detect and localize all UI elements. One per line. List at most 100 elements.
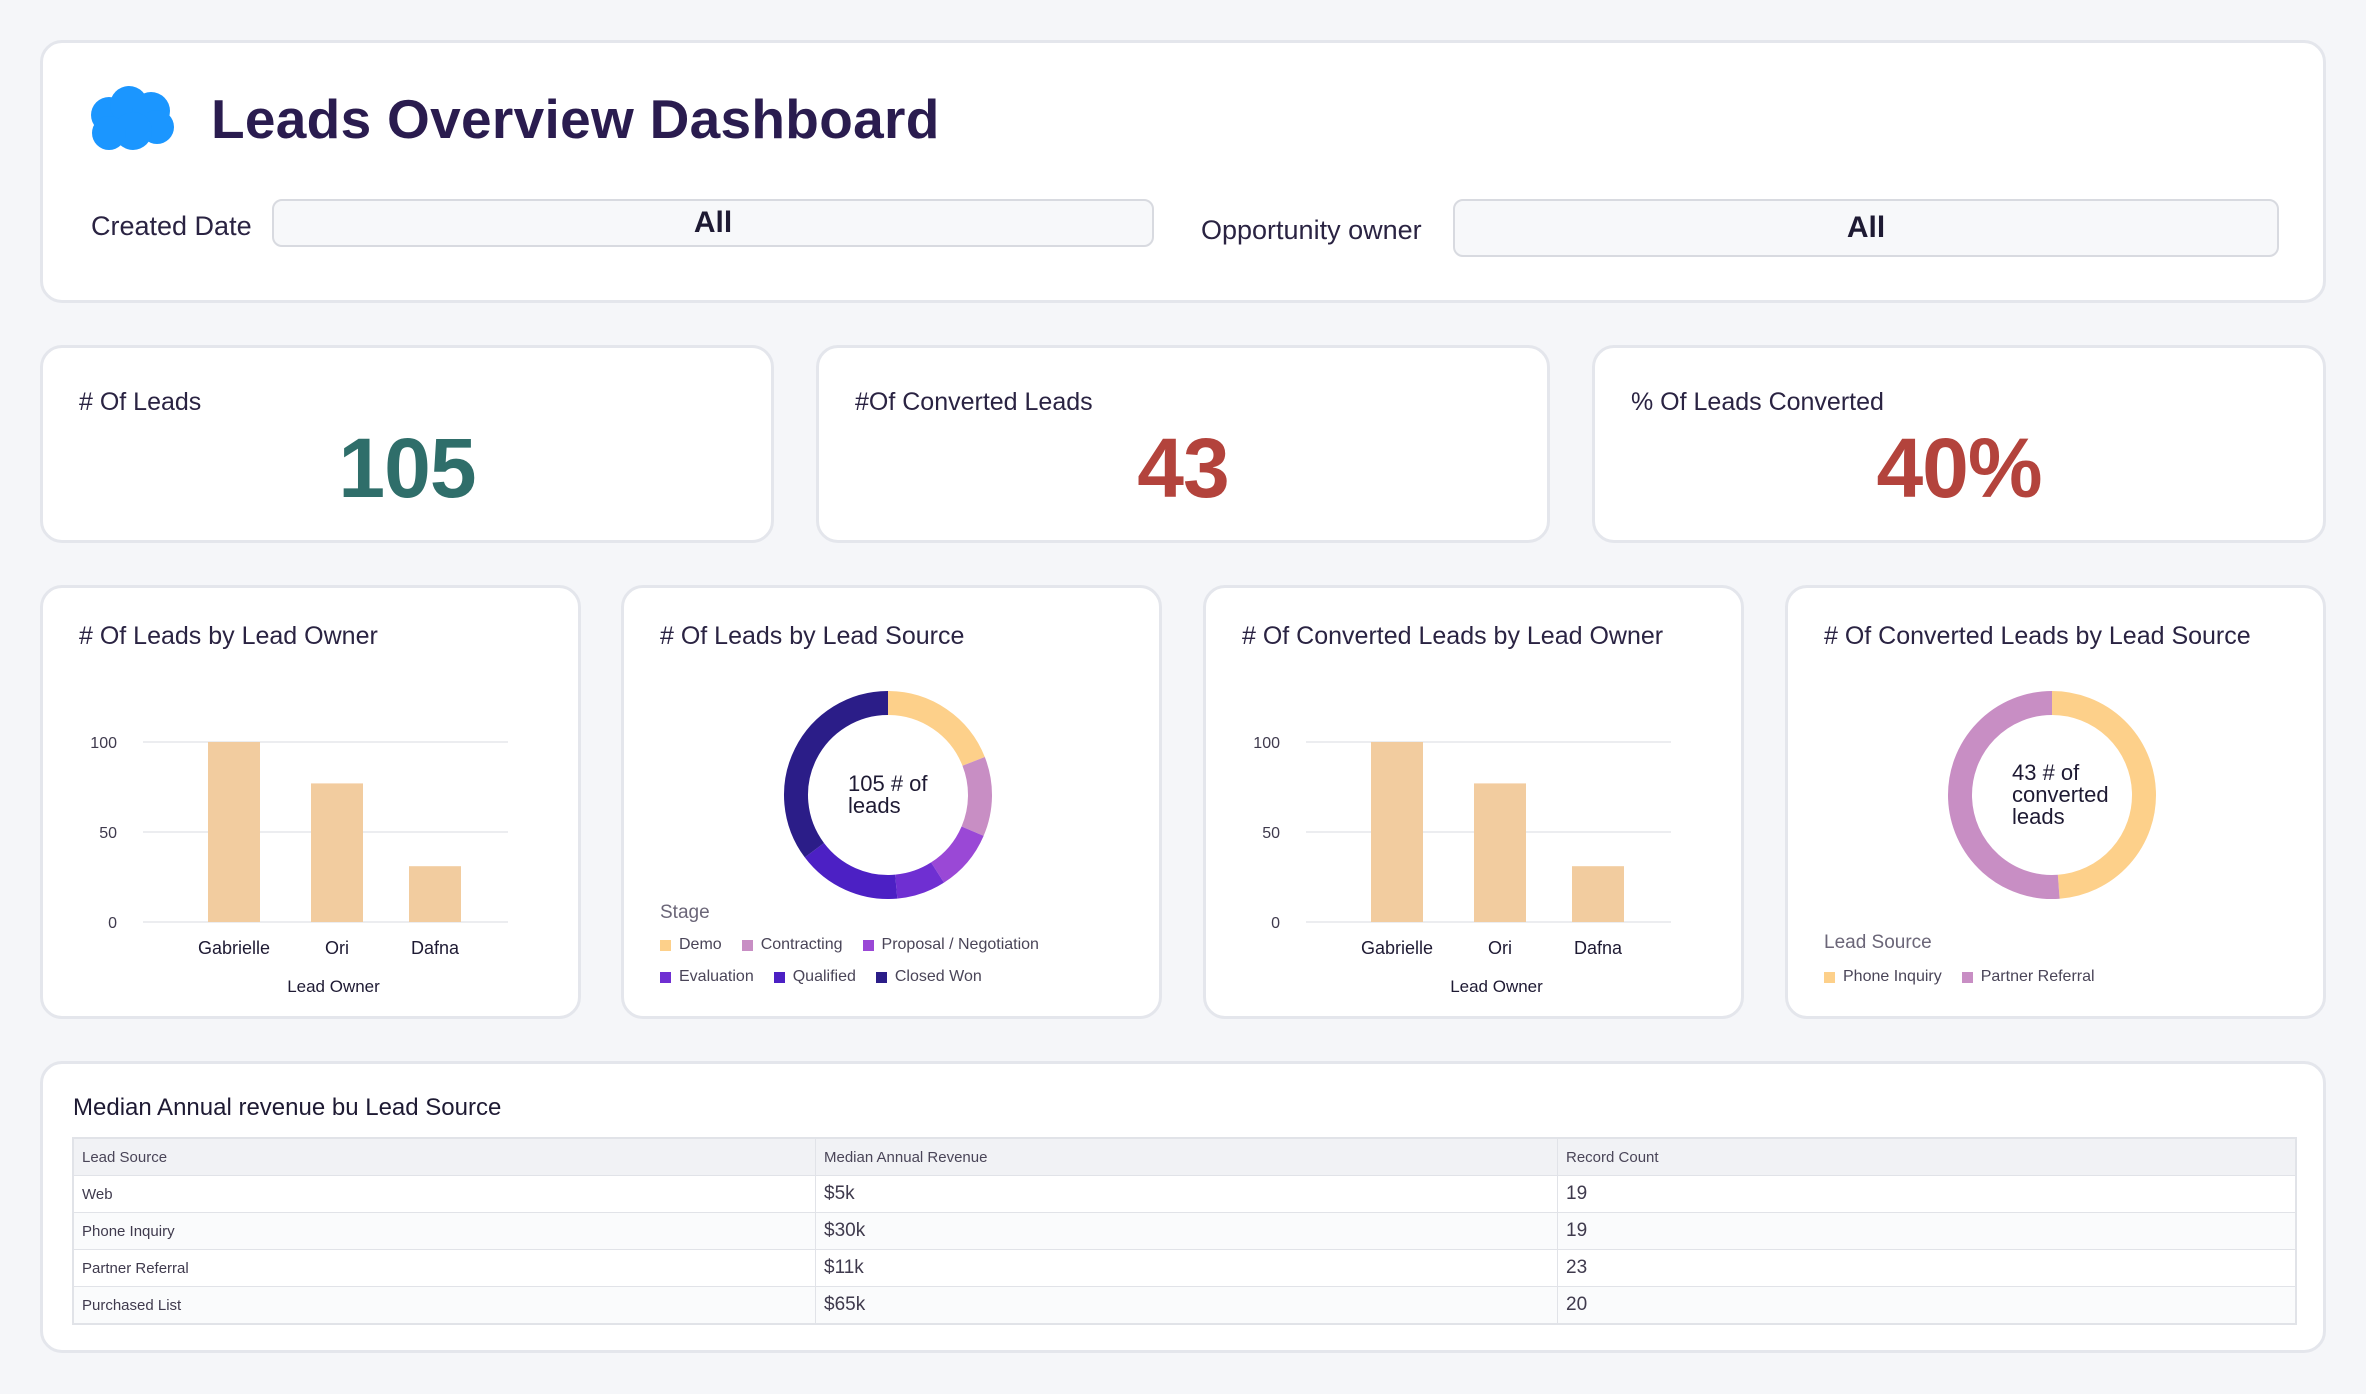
donut-center-label: 43 # of converted leads: [2012, 760, 2109, 829]
table-cell: 20: [1557, 1286, 2297, 1324]
chart-title: # Of Leads by Lead Owner: [79, 622, 378, 650]
y-tick-label: 100: [90, 735, 117, 752]
legend-swatch: [660, 971, 671, 983]
legend-label: Proposal / Negotiation: [881, 936, 1039, 953]
table-row: Purchased List $65k 20: [73, 1286, 2297, 1324]
created-date-filter[interactable]: All: [272, 199, 1154, 247]
column-header: Lead Source: [73, 1138, 816, 1176]
x-tick-label: Gabrielle: [1361, 938, 1433, 958]
dashboard-header: Leads Overview Dashboard Created Date Al…: [40, 40, 2326, 303]
donut-slice[interactable]: [894, 862, 944, 899]
page-title: Leads Overview Dashboard: [211, 88, 940, 150]
table-cell: $30k: [815, 1212, 1558, 1250]
table-cell: 23: [1557, 1249, 2297, 1287]
table-cell: $11k: [815, 1249, 1558, 1287]
legend-label: Closed Won: [894, 968, 982, 985]
donut-slice[interactable]: [1948, 691, 2060, 899]
y-tick-label: 0: [1271, 915, 1280, 932]
table-cell: $5k: [815, 1175, 1558, 1213]
table-row: Partner Referral $11k 23: [73, 1249, 2297, 1287]
bar-chart-leads-by-owner: 0 50 100 Gabrielle Ori Dafna Lead Owner: [90, 735, 508, 996]
column-header: Record Count: [1557, 1138, 2297, 1176]
y-tick-label: 50: [99, 825, 117, 842]
bar[interactable]: [1572, 866, 1624, 922]
opportunity-owner-filter[interactable]: All: [1453, 199, 2279, 257]
bar[interactable]: [208, 742, 260, 922]
legend-label: Contracting: [760, 936, 843, 953]
donut-chart-leads-by-source: 105 # of leads: [784, 691, 992, 899]
chart-card-leads-by-owner: # Of Leads by Lead Owner 0 50 100 Gabrielle…: [40, 585, 581, 1019]
bar[interactable]: [1371, 742, 1423, 922]
x-axis-label: Lead Owner: [287, 977, 380, 996]
table-header-row: Lead Source Median Annual Revenue Record…: [73, 1138, 2297, 1176]
salesforce-cloud-icon: [91, 86, 174, 150]
kpi-card-converted-leads: #Of Converted Leads 43: [816, 345, 1550, 543]
chart-title: # Of Converted Leads by Lead Source: [1824, 622, 2251, 650]
legend-swatch: [862, 939, 874, 951]
bar[interactable]: [1474, 783, 1526, 922]
x-tick-label: Ori: [325, 938, 349, 958]
legend-item[interactable]: Partner Referral: [1961, 968, 2095, 986]
x-axis-label: Lead Owner: [1450, 977, 1543, 996]
x-tick-label: Dafna: [411, 938, 460, 958]
donut-slice[interactable]: [961, 757, 992, 836]
table-cell: Web: [73, 1175, 816, 1213]
legend: Demo Contracting Proposal / Negotiation Eva…: [660, 936, 1039, 1000]
legend-item[interactable]: Evaluation: [660, 968, 754, 986]
table-row: Web $5k 19: [73, 1175, 2297, 1213]
legend-item[interactable]: Closed Won: [875, 968, 982, 986]
table-cell: Phone Inquiry: [73, 1212, 816, 1250]
donut-slice[interactable]: [930, 826, 984, 883]
table-row: Phone Inquiry $30k 19: [73, 1212, 2297, 1250]
table-card-revenue: Median Annual revenue bu Lead Source Lea…: [40, 1061, 2326, 1353]
legend-title: Stage: [660, 902, 710, 923]
y-tick-label: 100: [1253, 735, 1280, 752]
legend-swatch: [741, 939, 753, 951]
table-cell: 19: [1557, 1175, 2297, 1213]
legend-item[interactable]: Qualified: [773, 968, 856, 986]
donut-center-label: 105 # of leads: [848, 771, 928, 818]
kpi-label: # Of Leads: [79, 388, 202, 416]
table-cell: $65k: [815, 1286, 1558, 1324]
table-cell: Purchased List: [73, 1286, 816, 1324]
legend-swatch: [660, 939, 671, 951]
bar-chart-converted-by-owner: 0 50 100 Gabrielle Ori Dafna Lead Owner: [1253, 735, 1671, 996]
chart-title: # Of Leads by Lead Source: [660, 622, 965, 650]
bar[interactable]: [409, 866, 461, 922]
revenue-table: Lead Source Median Annual Revenue Record…: [72, 1137, 2297, 1325]
kpi-value: 105: [338, 421, 476, 515]
legend-label: Demo: [679, 936, 722, 953]
legend-swatch: [1961, 971, 1973, 983]
legend-item[interactable]: Demo: [660, 936, 722, 954]
table-cell: Partner Referral: [73, 1249, 816, 1287]
legend-swatch: [1824, 971, 1835, 983]
chart-card-converted-by-owner: # Of Converted Leads by Lead Owner 0 50 10…: [1203, 585, 1744, 1019]
legend-item[interactable]: Proposal / Negotiation: [862, 936, 1039, 954]
donut-slice[interactable]: [887, 691, 985, 767]
donut-chart-converted-by-source: 43 # of converted leads: [1948, 691, 2156, 899]
y-tick-label: 0: [108, 915, 117, 932]
legend-swatch: [875, 971, 887, 983]
legend-label: Qualified: [792, 968, 856, 985]
table-cell: 19: [1557, 1212, 2297, 1250]
x-tick-label: Dafna: [1574, 938, 1623, 958]
column-header: Median Annual Revenue: [815, 1138, 1558, 1176]
legend-label: Phone Inquiry: [1843, 968, 1942, 985]
donut-slice[interactable]: [2051, 691, 2156, 899]
bar[interactable]: [311, 783, 363, 922]
kpi-label: #Of Converted Leads: [855, 388, 1093, 416]
legend-item[interactable]: Phone Inquiry: [1824, 968, 1942, 986]
kpi-card-leads: # Of Leads 105: [40, 345, 774, 543]
kpi-card-percent-converted: % Of Leads Converted 40%: [1592, 345, 2326, 543]
donut-slice[interactable]: [804, 842, 898, 899]
legend-swatch: [773, 971, 785, 983]
chart-card-converted-by-source: # Of Converted Leads by Lead Source 43 #…: [1785, 585, 2326, 1019]
kpi-value: 43: [1137, 421, 1229, 515]
legend-label: Partner Referral: [1980, 968, 2095, 985]
legend-item[interactable]: Contracting: [741, 936, 843, 954]
opportunity-owner-label: Opportunity owner: [1201, 215, 1422, 245]
legend: Phone Inquiry Partner Referral: [1824, 968, 2095, 1000]
table-title: Median Annual revenue bu Lead Source: [73, 1094, 502, 1121]
chart-card-leads-by-source: # Of Leads by Lead Source 105 # of leads …: [621, 585, 1162, 1019]
donut-slice[interactable]: [784, 691, 889, 858]
